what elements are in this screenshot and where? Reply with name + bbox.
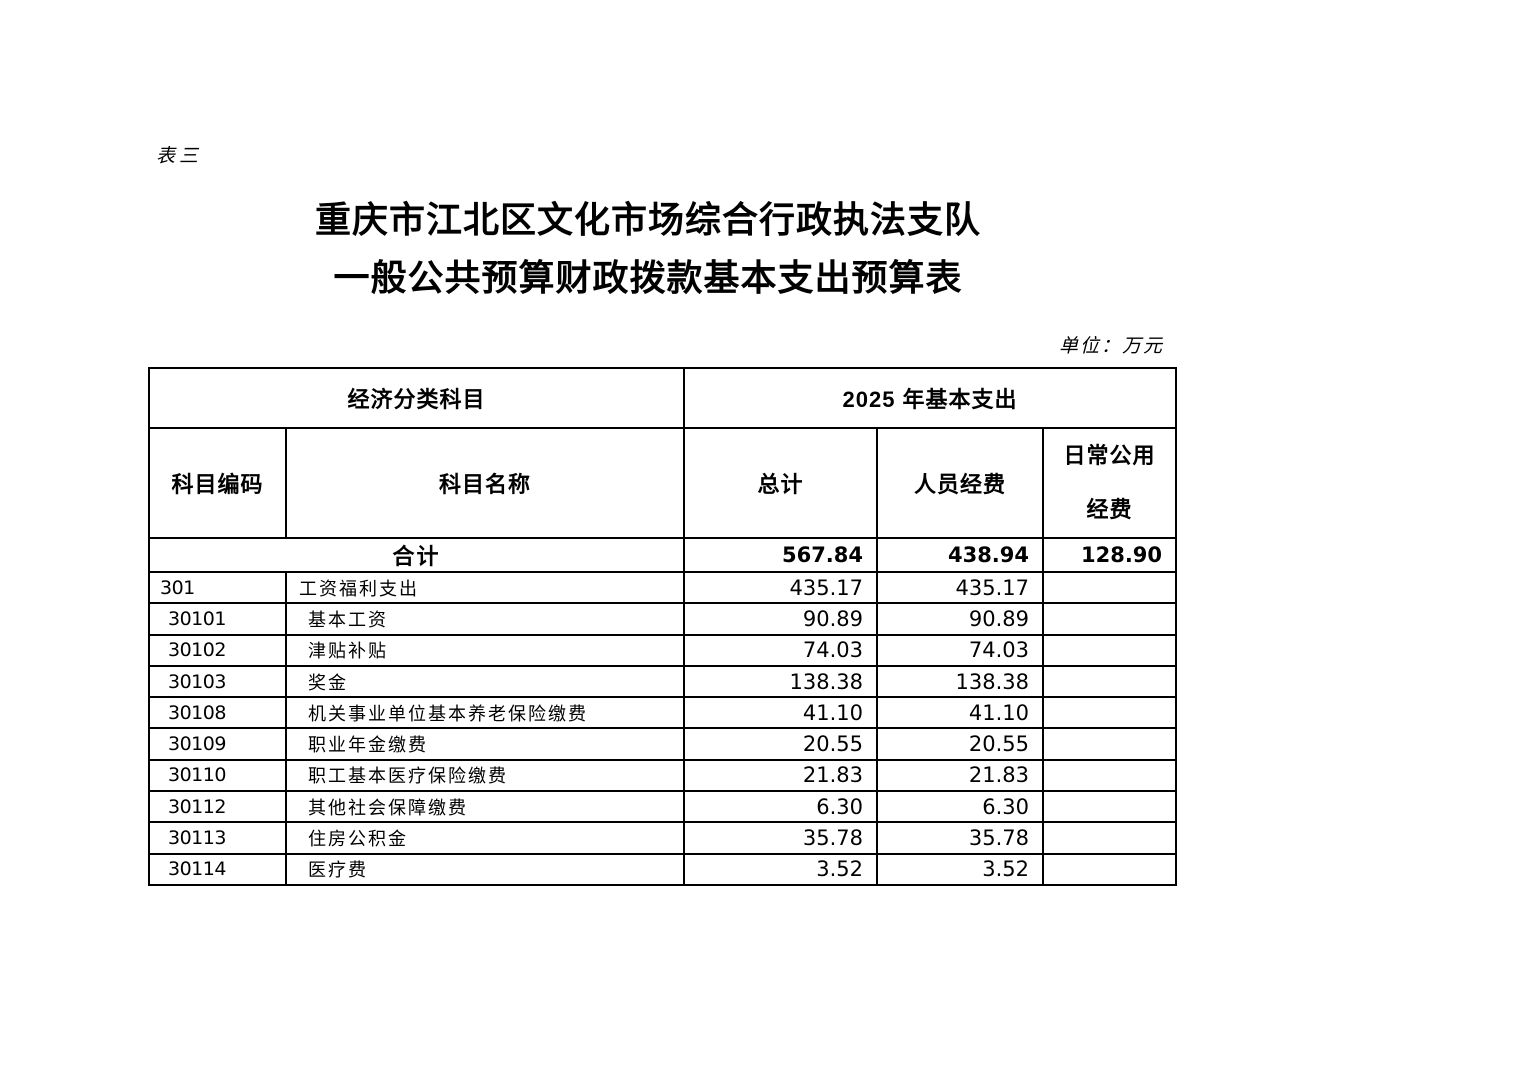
table-row: 30109 职业年金缴费 20.55 20.55 bbox=[148, 727, 1178, 761]
total-row: 合计 567.84 438.94 128.90 bbox=[147, 537, 1178, 573]
table-row: 30101 基本工资 90.89 90.89 bbox=[148, 602, 1178, 636]
subject-code-cell: 301 bbox=[148, 570, 287, 605]
subject-name-cell: 职工基本医疗保险缴费 bbox=[284, 758, 686, 793]
subject-code-cell: 30103 bbox=[148, 664, 287, 699]
subject-code-cell: 30112 bbox=[148, 790, 287, 824]
total-value-cell: 35.78 bbox=[683, 821, 879, 855]
daily-value-cell bbox=[1042, 602, 1178, 636]
personnel-value-cell: 41.10 bbox=[876, 696, 1045, 730]
total-value-cell: 20.55 bbox=[683, 727, 879, 761]
daily-value-cell bbox=[1042, 696, 1178, 730]
table-row: 30113 住房公积金 35.78 35.78 bbox=[148, 821, 1178, 855]
subject-code-cell: 30102 bbox=[148, 633, 287, 667]
subject-name-cell: 住房公积金 bbox=[284, 821, 686, 855]
total-row-total: 567.84 bbox=[683, 537, 879, 573]
table-row: 30102 津贴补贴 74.03 74.03 bbox=[148, 633, 1178, 667]
total-value-cell: 3.52 bbox=[683, 852, 879, 886]
daily-value-cell bbox=[1042, 664, 1178, 699]
group-header-economic-classification: 经济分类科目 bbox=[147, 367, 686, 429]
subject-name-cell: 津贴补贴 bbox=[284, 633, 686, 667]
daily-value-cell bbox=[1042, 852, 1178, 886]
daily-value-cell bbox=[1042, 727, 1178, 761]
column-header-personnel: 人员经费 bbox=[876, 427, 1045, 539]
total-value-cell: 21.83 bbox=[683, 758, 879, 793]
total-row-daily: 128.90 bbox=[1042, 537, 1178, 573]
subject-code-cell: 30101 bbox=[148, 602, 287, 636]
total-value-cell: 74.03 bbox=[683, 633, 879, 667]
group-header-row: 经济分类科目 2025 年基本支出 bbox=[147, 367, 1178, 429]
personnel-value-cell: 6.30 bbox=[876, 790, 1045, 824]
subject-code-cell: 30114 bbox=[148, 852, 287, 886]
subject-code-cell: 30109 bbox=[148, 727, 287, 761]
subject-code-cell: 30110 bbox=[148, 758, 287, 793]
total-value-cell: 41.10 bbox=[683, 696, 879, 730]
unit-note: 单位：万元 bbox=[1058, 335, 1164, 357]
column-header-code: 科目编码 bbox=[148, 427, 287, 539]
daily-value-cell bbox=[1042, 790, 1178, 824]
personnel-value-cell: 90.89 bbox=[876, 602, 1045, 636]
subject-name-cell: 基本工资 bbox=[284, 602, 686, 636]
personnel-value-cell: 3.52 bbox=[876, 852, 1045, 886]
column-header-daily: 日常公用经费 bbox=[1042, 427, 1178, 539]
column-header-total: 总计 bbox=[683, 427, 879, 539]
subject-code-cell: 30113 bbox=[148, 821, 287, 855]
document-title-line2: 一般公共预算财政拨款基本支出预算表 bbox=[333, 258, 963, 298]
subject-name-cell: 医疗费 bbox=[284, 852, 686, 886]
table-header: 经济分类科目 2025 年基本支出 科目编码 科目名称 总计 人员经费 日常公用… bbox=[147, 367, 1178, 539]
personnel-value-cell: 74.03 bbox=[876, 633, 1045, 667]
total-value-cell: 435.17 bbox=[683, 570, 879, 605]
column-header-name: 科目名称 bbox=[284, 427, 686, 539]
total-row-label: 合计 bbox=[147, 537, 686, 573]
daily-value-cell bbox=[1042, 758, 1178, 793]
total-value-cell: 90.89 bbox=[683, 602, 879, 636]
table-row: 30103 奖金 138.38 138.38 bbox=[148, 664, 1178, 699]
table-row: 30108 机关事业单位基本养老保险缴费 41.10 41.10 bbox=[148, 696, 1178, 730]
group-header-2025-basic-expenditure: 2025 年基本支出 bbox=[683, 367, 1178, 429]
table-row: 30110 职工基本医疗保险缴费 21.83 21.83 bbox=[148, 758, 1178, 793]
daily-value-cell bbox=[1042, 633, 1178, 667]
subject-code-cell: 30108 bbox=[148, 696, 287, 730]
daily-value-cell bbox=[1042, 821, 1178, 855]
total-row-personnel: 438.94 bbox=[876, 537, 1045, 573]
subject-name-cell: 工资福利支出 bbox=[284, 570, 686, 605]
total-value-cell: 138.38 bbox=[683, 664, 879, 699]
subject-name-cell: 机关事业单位基本养老保险缴费 bbox=[284, 696, 686, 730]
table-row: 30112 其他社会保障缴费 6.30 6.30 bbox=[148, 790, 1178, 824]
total-value-cell: 6.30 bbox=[683, 790, 879, 824]
subject-name-cell: 奖金 bbox=[284, 664, 686, 699]
sheet-label: 表三 bbox=[156, 145, 203, 167]
document-title-line1: 重庆市江北区文化市场综合行政执法支队 bbox=[314, 200, 981, 240]
subject-name-cell: 职业年金缴费 bbox=[284, 727, 686, 761]
personnel-value-cell: 138.38 bbox=[876, 664, 1045, 699]
subject-name-cell: 其他社会保障缴费 bbox=[284, 790, 686, 824]
personnel-value-cell: 35.78 bbox=[876, 821, 1045, 855]
personnel-value-cell: 20.55 bbox=[876, 727, 1045, 761]
table-row: 301 工资福利支出 435.17 435.17 bbox=[148, 570, 1178, 605]
table-body: 合计 567.84 438.94 128.90 301 工资福利支出 435.1… bbox=[147, 537, 1178, 886]
personnel-value-cell: 435.17 bbox=[876, 570, 1045, 605]
budget-table: 经济分类科目 2025 年基本支出 科目编码 科目名称 总计 人员经费 日常公用… bbox=[147, 367, 1178, 886]
personnel-value-cell: 21.83 bbox=[876, 758, 1045, 793]
table-row: 30114 医疗费 3.52 3.52 bbox=[148, 852, 1178, 886]
column-header-row: 科目编码 科目名称 总计 人员经费 日常公用经费 bbox=[148, 427, 1178, 539]
daily-value-cell bbox=[1042, 570, 1178, 605]
